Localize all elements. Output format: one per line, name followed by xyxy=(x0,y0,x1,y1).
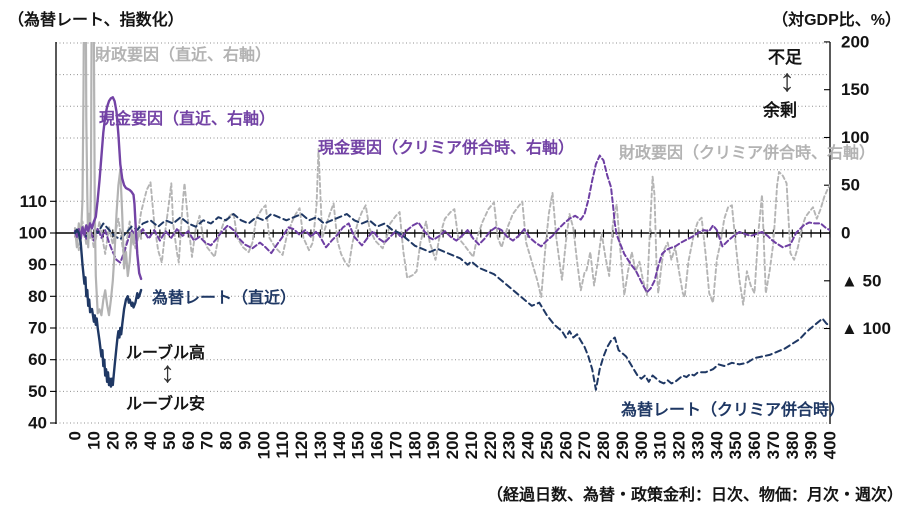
series-label-fx-crimea: 為替レート（クリミア併合時） xyxy=(621,402,846,419)
right-tick-label: 0 xyxy=(841,224,850,243)
x-tick-label: 360 xyxy=(745,431,764,459)
x-tick-label: 50 xyxy=(160,431,179,450)
updown-arrow-icon: ↕ xyxy=(160,356,175,389)
right-tick-label: 50 xyxy=(841,176,860,195)
x-tick-label: 310 xyxy=(651,431,670,459)
x-tick-label: 160 xyxy=(368,431,387,459)
right-tick-label: 150 xyxy=(841,80,869,99)
series-label-fx-recent: 為替レート（直近） xyxy=(152,290,297,307)
shortage-label: 不足 xyxy=(768,48,802,67)
x-tick-label: 400 xyxy=(821,431,840,459)
x-tick-label: 30 xyxy=(122,431,141,450)
x-tick-label: 220 xyxy=(481,431,500,459)
x-tick-label: 40 xyxy=(141,431,160,450)
x-tick-label: 140 xyxy=(330,431,349,459)
right-tick-label: ▲ 100 xyxy=(841,319,891,338)
series-label-cash-crimea: 現金要因（クリミア併合時、右軸） xyxy=(318,140,575,157)
series-label-fiscal-crimea: 財政要因（クリミア併合時、右軸） xyxy=(619,145,876,162)
x-tick-label: 100 xyxy=(254,431,273,459)
x-tick-label: 110 xyxy=(273,431,292,458)
series-label-fiscal-recent: 財政要因（直近、右軸） xyxy=(95,47,272,64)
x-tick-label: 60 xyxy=(179,431,198,450)
left-tick-label: 60 xyxy=(28,350,47,369)
x-tick-label: 380 xyxy=(783,431,802,459)
left-axis-caption: （為替レート、指数化） xyxy=(8,12,184,29)
surplus-label: 余剰 xyxy=(763,101,797,120)
updown-arrow-icon: ↕ xyxy=(779,62,795,98)
left-tick-label: 100 xyxy=(19,224,47,243)
x-tick-label: 260 xyxy=(556,431,575,459)
right-tick-label: 100 xyxy=(841,128,869,147)
x-tick-label: 340 xyxy=(707,431,726,459)
ruble-low-label: ルーブル安 xyxy=(126,396,206,413)
series-fiscal_recent xyxy=(73,42,143,317)
series-cash_crimea xyxy=(74,154,830,294)
ruble-high-label: ルーブル高 xyxy=(126,345,206,362)
x-tick-label: 350 xyxy=(726,431,745,459)
x-tick-label: 190 xyxy=(424,431,443,459)
x-tick-label: 300 xyxy=(632,431,651,459)
x-tick-label: 240 xyxy=(519,431,538,459)
left-tick-label: 80 xyxy=(28,287,47,306)
x-tick-label: 180 xyxy=(405,431,424,459)
right-axis-caption: （対GDP比、%） xyxy=(772,12,901,29)
left-tick-label: 90 xyxy=(28,255,47,274)
x-tick-label: 370 xyxy=(764,431,783,459)
series-fiscal_crimea xyxy=(74,147,830,306)
x-tick-label: 290 xyxy=(613,431,632,459)
left-tick-label: 70 xyxy=(28,319,47,338)
x-tick-label: 70 xyxy=(198,431,217,450)
left-tick-label: 40 xyxy=(28,414,47,433)
left-tick-label: 50 xyxy=(28,382,47,401)
x-tick-label: 80 xyxy=(217,431,236,450)
x-tick-label: 280 xyxy=(594,431,613,459)
x-tick-label: 270 xyxy=(575,431,594,459)
x-tick-label: 150 xyxy=(349,431,368,459)
x-tick-label: 130 xyxy=(311,431,330,459)
x-tick-label: 330 xyxy=(688,431,707,459)
series-fx_crimea xyxy=(74,213,830,391)
x-axis-footnote: （経過日数、為替・政策金利：日次、物価：月次・週次） xyxy=(486,487,903,504)
series-cash_recent xyxy=(73,96,143,281)
right-tick-label: 200 xyxy=(841,32,869,51)
series-fx_recent xyxy=(73,228,143,388)
x-tick-label: 250 xyxy=(537,431,556,459)
x-tick-label: 230 xyxy=(500,431,519,459)
x-tick-label: 0 xyxy=(66,431,85,440)
x-tick-label: 210 xyxy=(462,431,481,459)
right-tick-label: ▲ 50 xyxy=(841,271,881,290)
x-tick-label: 10 xyxy=(84,431,103,450)
x-tick-label: 20 xyxy=(103,431,122,450)
left-tick-label: 110 xyxy=(20,192,47,211)
x-tick-label: 170 xyxy=(386,431,405,459)
x-tick-label: 320 xyxy=(670,431,689,459)
x-tick-label: 390 xyxy=(802,431,821,459)
x-tick-label: 200 xyxy=(443,431,462,459)
x-tick-label: 120 xyxy=(292,431,311,459)
series-label-cash-recent: 現金要因（直近、右軸） xyxy=(99,111,276,128)
x-tick-label: 90 xyxy=(235,431,254,450)
